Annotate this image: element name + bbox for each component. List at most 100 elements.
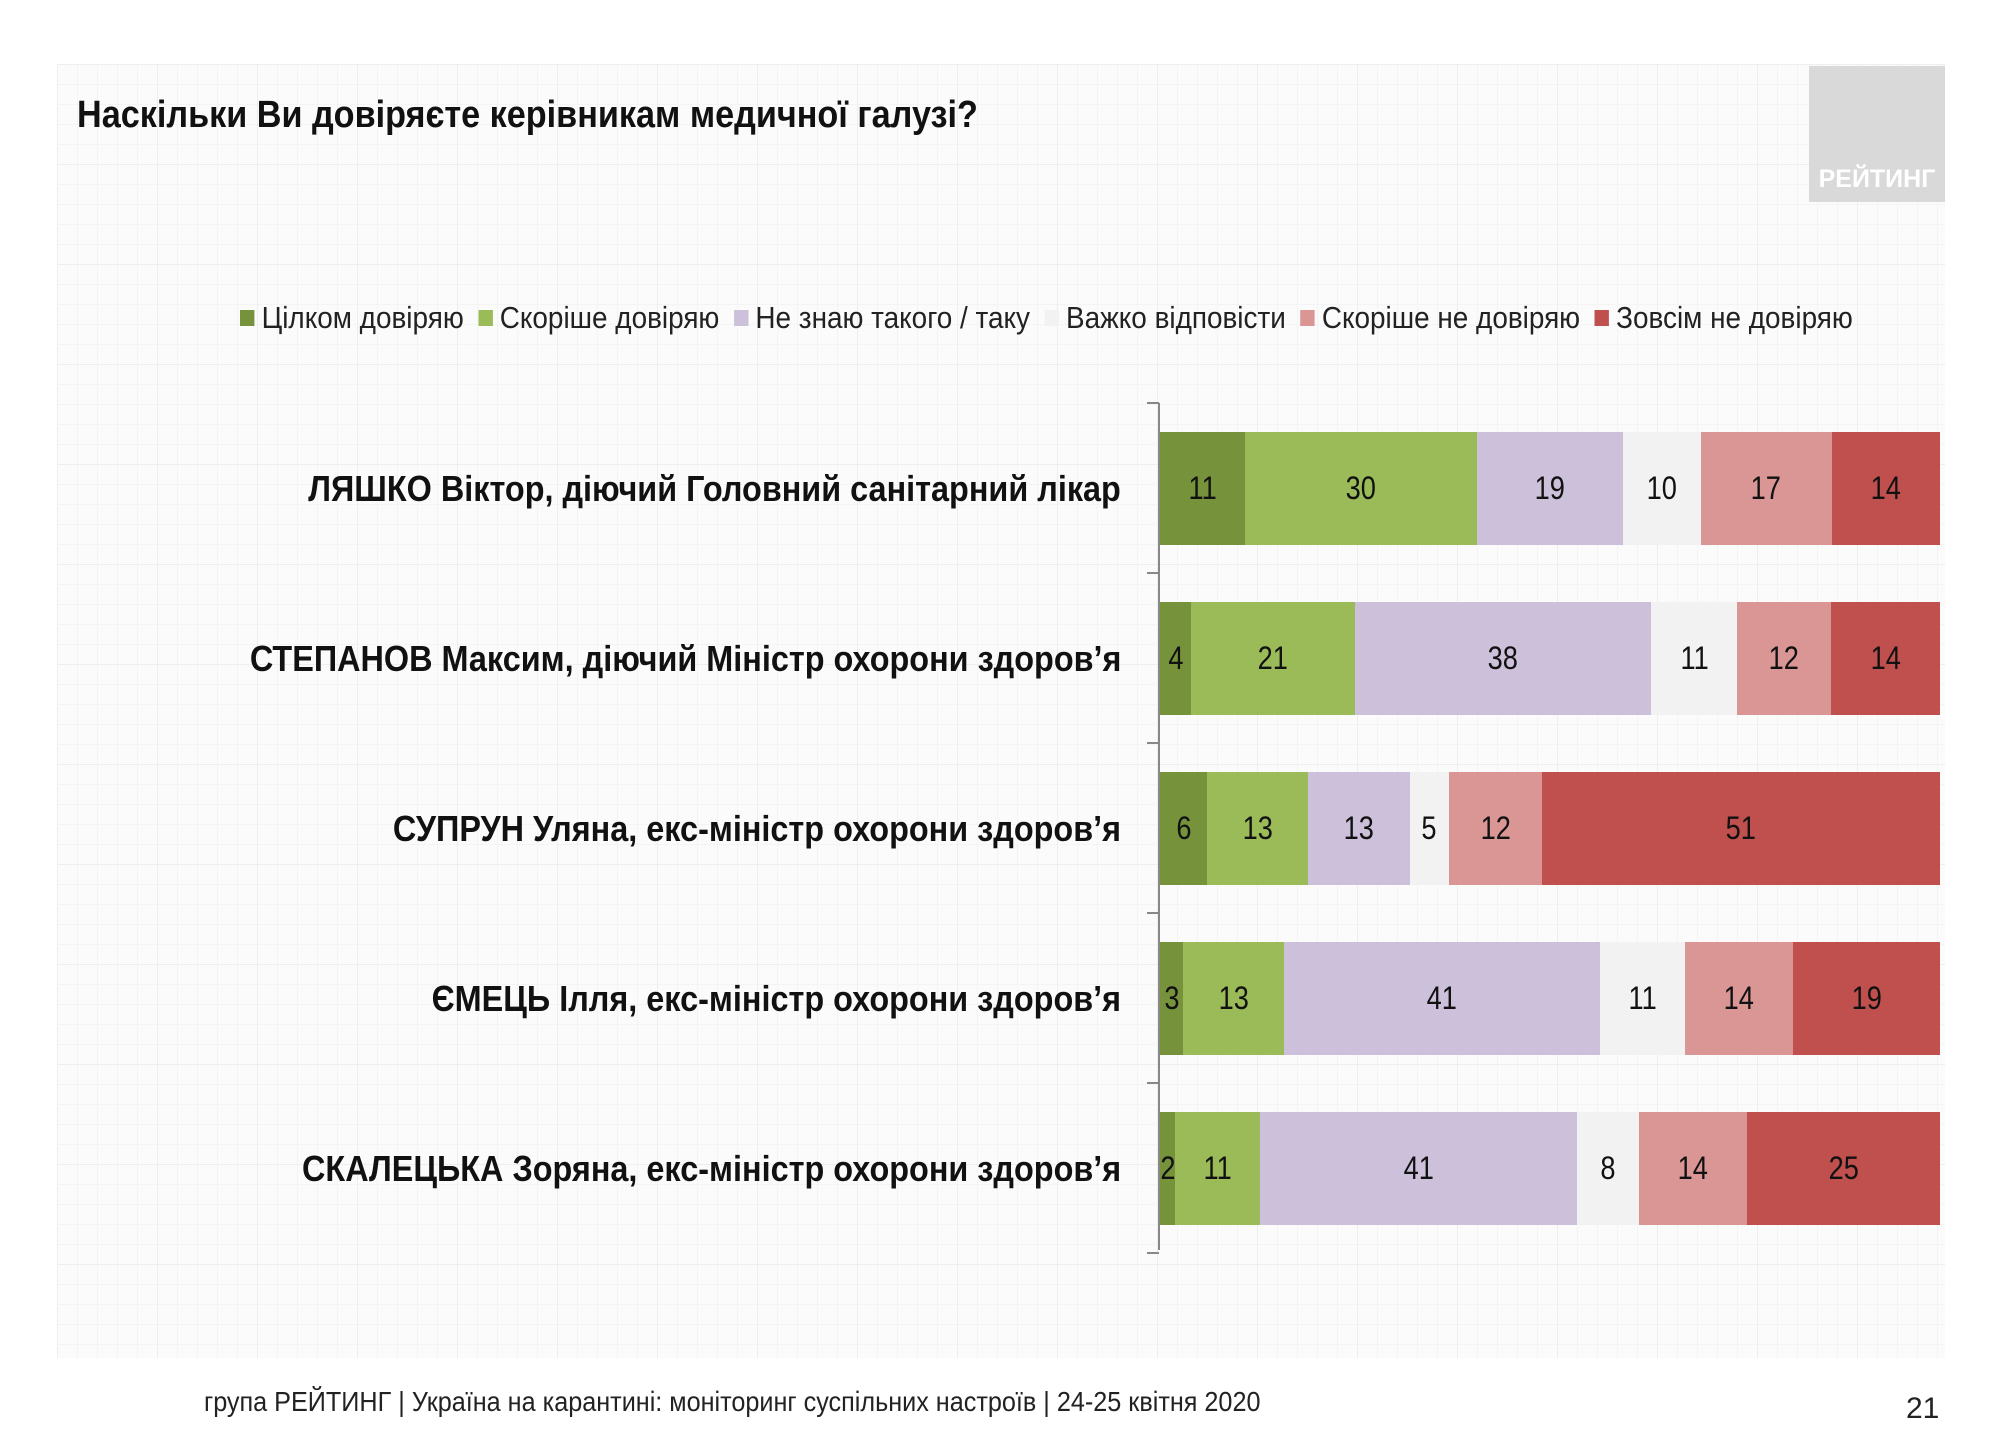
bar-segment: 2 bbox=[1160, 1112, 1176, 1225]
bar-segment: 25 bbox=[1746, 1112, 1940, 1225]
data-label: 14 bbox=[1677, 1150, 1708, 1186]
chart-title: Наскільки Ви довіряєте керівникам медичн… bbox=[77, 94, 978, 136]
category-label: ЄМЕЦЬ Ілля, екс-міністр охорони здоров’я bbox=[431, 978, 1121, 1019]
bar-segment: 10 bbox=[1623, 432, 1701, 545]
data-label: 11 bbox=[1628, 980, 1657, 1016]
bar-segment: 13 bbox=[1206, 772, 1309, 885]
data-label: 14 bbox=[1870, 640, 1901, 676]
data-label: 41 bbox=[1426, 980, 1457, 1016]
data-label: 41 bbox=[1403, 1150, 1434, 1186]
data-label: 38 bbox=[1488, 640, 1519, 676]
stacked-bar: 6 13 13 5 12 51 bbox=[1160, 772, 1940, 885]
category-label: СТЕПАНОВ Максим, діючий Міністр охорони … bbox=[249, 638, 1121, 679]
bar-segment: 19 bbox=[1793, 942, 1940, 1055]
legend-swatch bbox=[1594, 310, 1609, 326]
bar-segment: 5 bbox=[1409, 772, 1449, 885]
legend-label: Не знаю такого / таку bbox=[755, 300, 1030, 335]
data-label: 12 bbox=[1480, 810, 1511, 846]
legend-item: Важко відповісти bbox=[1044, 300, 1286, 336]
stacked-bar: 3 13 41 11 14 19 bbox=[1160, 942, 1940, 1055]
data-label: 25 bbox=[1828, 1150, 1859, 1186]
bar-segment: 14 bbox=[1830, 602, 1940, 715]
data-label: 11 bbox=[1188, 470, 1217, 506]
legend-label: Цілком довіряю bbox=[261, 300, 464, 335]
stacked-bar: 4 21 38 11 12 14 bbox=[1160, 602, 1940, 715]
bar-segment: 14 bbox=[1831, 432, 1940, 545]
bar-segment: 14 bbox=[1638, 1112, 1747, 1225]
axis-tick bbox=[1147, 402, 1159, 404]
legend: Цілком довіряю Скоріше довіряю Не знаю так… bbox=[240, 300, 1853, 336]
data-label: 13 bbox=[1218, 980, 1249, 1016]
data-label: 21 bbox=[1257, 640, 1289, 676]
category-label: ЛЯШКО Віктор, діючий Головний санітарний… bbox=[308, 468, 1121, 509]
footer: група РЕЙТИНГ | Україна на карантині: мо… bbox=[204, 1386, 1261, 1417]
data-label: 10 bbox=[1646, 470, 1678, 506]
axis-tick bbox=[1147, 1082, 1159, 1084]
bar-segment: 8 bbox=[1577, 1112, 1639, 1225]
axis-tick bbox=[1147, 742, 1159, 744]
stacked-bar: 2 11 41 8 14 25 bbox=[1160, 1112, 1940, 1225]
data-label: 13 bbox=[1343, 810, 1375, 846]
data-label: 13 bbox=[1242, 810, 1273, 846]
bar-segment: 4 bbox=[1160, 602, 1192, 715]
data-label: 8 bbox=[1600, 1150, 1616, 1186]
data-label: 19 bbox=[1534, 470, 1566, 506]
bar-segment: 21 bbox=[1191, 602, 1355, 715]
data-label: 12 bbox=[1768, 640, 1800, 676]
legend-swatch bbox=[240, 310, 255, 326]
legend-item: Цілком довіряю bbox=[240, 300, 464, 336]
bar-segment: 13 bbox=[1183, 942, 1284, 1055]
y-axis bbox=[1158, 403, 1160, 1250]
bar-segment: 11 bbox=[1651, 602, 1738, 715]
axis-tick bbox=[1147, 572, 1159, 574]
legend-label: Скоріше довіряю bbox=[499, 300, 720, 335]
rating-logo: РЕЙТИНГ bbox=[1809, 66, 1945, 202]
bar-segment: 51 bbox=[1542, 772, 1940, 885]
bar-segment: 30 bbox=[1244, 432, 1477, 545]
legend-swatch bbox=[478, 310, 493, 326]
data-label: 11 bbox=[1680, 640, 1709, 676]
legend-swatch bbox=[733, 310, 749, 326]
bar-segment: 13 bbox=[1308, 772, 1410, 885]
bar-segment: 41 bbox=[1260, 1112, 1577, 1225]
axis-tick bbox=[1147, 912, 1159, 914]
data-label: 2 bbox=[1160, 1150, 1176, 1186]
bar-segment: 38 bbox=[1354, 602, 1652, 715]
legend-label: Зовсім не довіряю bbox=[1616, 300, 1853, 335]
legend-item: Зовсім не довіряю bbox=[1594, 300, 1853, 336]
legend-swatch bbox=[1044, 310, 1059, 326]
data-label: 19 bbox=[1851, 980, 1882, 1016]
category-label: СУПРУН Уляна, екс-міністр охорони здоров… bbox=[392, 808, 1121, 849]
data-label: 5 bbox=[1421, 810, 1437, 846]
bar-segment: 17 bbox=[1700, 432, 1832, 545]
bar-segment: 11 bbox=[1600, 942, 1686, 1055]
bar-segment: 3 bbox=[1160, 942, 1184, 1055]
bar-segment: 12 bbox=[1737, 602, 1831, 715]
bar-segment: 12 bbox=[1448, 772, 1543, 885]
legend-item: Скоріше не довіряю bbox=[1300, 300, 1580, 336]
data-label: 30 bbox=[1345, 470, 1376, 506]
bar-segment: 19 bbox=[1476, 432, 1624, 545]
data-label: 14 bbox=[1724, 980, 1755, 1016]
data-label: 17 bbox=[1751, 470, 1782, 506]
page-number: 21 bbox=[1906, 1392, 1940, 1425]
legend-label: Важко відповісти bbox=[1065, 300, 1286, 335]
data-label: 4 bbox=[1168, 640, 1184, 676]
legend-swatch bbox=[1300, 310, 1315, 326]
bar-segment: 6 bbox=[1160, 772, 1207, 885]
legend-label: Скоріше не довіряю bbox=[1321, 300, 1581, 335]
bar-segment: 11 bbox=[1160, 432, 1245, 545]
data-label: 11 bbox=[1203, 1150, 1233, 1186]
data-label: 14 bbox=[1870, 470, 1902, 506]
legend-item: Скоріше довіряю bbox=[478, 300, 719, 336]
stacked-bar: 11 30 19 10 17 14 bbox=[1160, 432, 1940, 545]
data-label: 6 bbox=[1175, 810, 1191, 846]
legend-item: Не знаю такого / таку bbox=[733, 300, 1030, 336]
data-label: 3 bbox=[1164, 980, 1180, 1016]
axis-tick bbox=[1147, 1252, 1159, 1254]
bar-segment: 41 bbox=[1283, 942, 1601, 1055]
bar-segment: 11 bbox=[1175, 1112, 1261, 1225]
category-label: СКАЛЕЦЬКА Зоряна, екс-міністр охорони зд… bbox=[301, 1148, 1121, 1189]
data-label: 51 bbox=[1725, 810, 1757, 846]
bar-segment: 14 bbox=[1685, 942, 1794, 1055]
